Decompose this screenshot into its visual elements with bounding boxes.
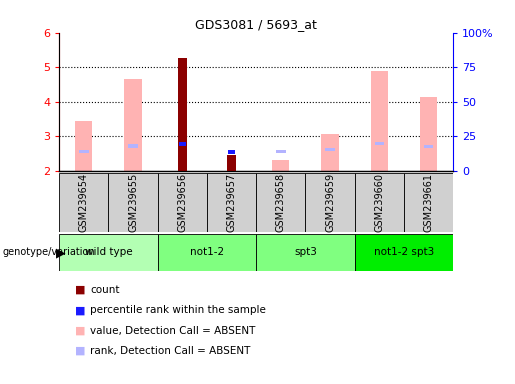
- Text: not1-2: not1-2: [190, 247, 224, 258]
- Text: ■: ■: [75, 326, 85, 336]
- Text: not1-2 spt3: not1-2 spt3: [374, 247, 434, 258]
- Text: GSM239660: GSM239660: [374, 173, 384, 232]
- Text: rank, Detection Call = ABSENT: rank, Detection Call = ABSENT: [90, 346, 250, 356]
- Text: percentile rank within the sample: percentile rank within the sample: [90, 305, 266, 315]
- Text: ▶: ▶: [56, 246, 65, 259]
- Bar: [228, 150, 235, 154]
- Bar: [256, 234, 355, 271]
- Bar: [128, 144, 138, 147]
- Text: GSM239656: GSM239656: [177, 173, 187, 232]
- Text: GSM239659: GSM239659: [325, 173, 335, 232]
- Bar: [305, 173, 355, 232]
- Bar: [207, 173, 256, 232]
- Bar: [404, 173, 453, 232]
- Bar: [178, 58, 187, 171]
- Bar: [125, 79, 142, 171]
- Bar: [355, 234, 453, 271]
- Bar: [276, 150, 286, 153]
- Text: spt3: spt3: [294, 247, 317, 258]
- Bar: [325, 147, 335, 151]
- Text: ■: ■: [75, 346, 85, 356]
- Bar: [158, 234, 256, 271]
- Title: GDS3081 / 5693_at: GDS3081 / 5693_at: [195, 18, 317, 31]
- Text: ■: ■: [75, 285, 85, 295]
- Bar: [179, 142, 185, 146]
- Text: GSM239658: GSM239658: [276, 173, 286, 232]
- Bar: [79, 150, 89, 154]
- Bar: [75, 121, 93, 171]
- Text: GSM239661: GSM239661: [423, 173, 434, 232]
- Text: value, Detection Call = ABSENT: value, Detection Call = ABSENT: [90, 326, 255, 336]
- Text: count: count: [90, 285, 119, 295]
- Bar: [374, 142, 384, 145]
- Bar: [355, 173, 404, 232]
- Text: GSM239655: GSM239655: [128, 173, 138, 232]
- Bar: [109, 173, 158, 232]
- Bar: [424, 145, 434, 148]
- Bar: [59, 234, 158, 271]
- Bar: [227, 156, 236, 171]
- Bar: [321, 134, 339, 171]
- Text: GSM239657: GSM239657: [227, 173, 236, 232]
- Bar: [59, 173, 109, 232]
- Text: wild type: wild type: [84, 247, 132, 258]
- Text: ■: ■: [75, 305, 85, 315]
- Bar: [420, 97, 437, 171]
- Bar: [158, 173, 207, 232]
- Text: GSM239654: GSM239654: [79, 173, 89, 232]
- Bar: [272, 160, 289, 171]
- Bar: [256, 173, 305, 232]
- Bar: [371, 71, 388, 171]
- Text: genotype/variation: genotype/variation: [3, 247, 95, 258]
